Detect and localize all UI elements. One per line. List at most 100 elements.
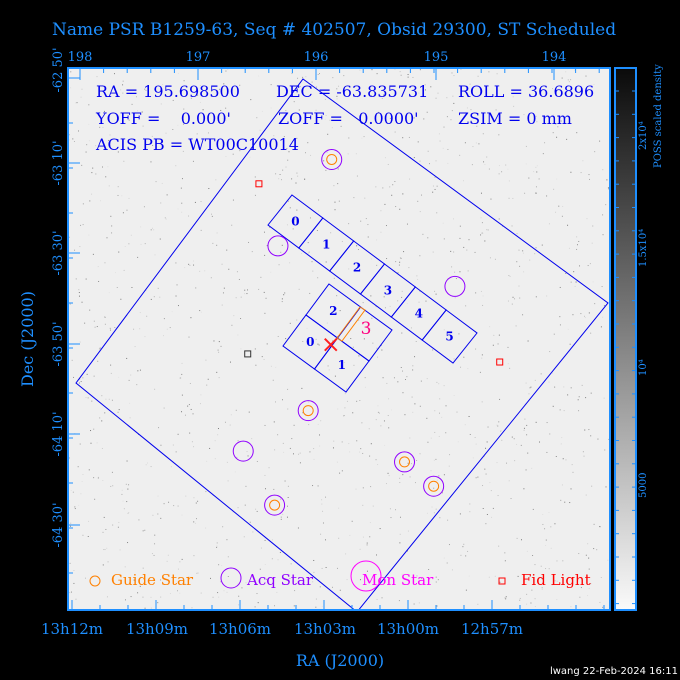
- noise-dot: [353, 197, 355, 199]
- noise-dot: [286, 147, 288, 149]
- noise-dot: [322, 510, 324, 512]
- noise-dot: [75, 278, 77, 280]
- noise-dot: [327, 365, 329, 367]
- noise-dot: [96, 442, 98, 444]
- noise-dot: [427, 237, 429, 239]
- noise-dot: [247, 289, 249, 291]
- noise-dot: [370, 258, 372, 260]
- noise-dot: [430, 86, 432, 88]
- noise-dot: [209, 447, 211, 449]
- noise-dot: [492, 344, 494, 346]
- noise-dot: [582, 160, 584, 162]
- noise-dot: [279, 174, 281, 176]
- noise-dot: [562, 560, 564, 562]
- noise-dot: [527, 340, 529, 342]
- noise-dot: [507, 300, 509, 302]
- noise-dot: [417, 278, 419, 280]
- noise-dot: [263, 291, 265, 293]
- noise-dot: [221, 565, 223, 567]
- noise-dot: [287, 200, 289, 202]
- noise-dot: [535, 421, 537, 423]
- noise-dot: [225, 120, 227, 122]
- noise-dot: [464, 142, 466, 144]
- x-tick-label: 13h06m: [209, 620, 271, 638]
- noise-dot: [308, 251, 310, 253]
- noise-dot: [102, 564, 104, 566]
- noise-dot: [118, 409, 120, 411]
- noise-dot: [315, 109, 317, 111]
- noise-dot: [99, 417, 101, 419]
- noise-dot: [336, 461, 338, 463]
- noise-dot: [500, 430, 502, 432]
- noise-dot: [459, 237, 461, 239]
- legend-guide-label: Guide Star: [111, 571, 194, 589]
- noise-dot: [259, 568, 261, 570]
- noise-dot: [146, 462, 148, 464]
- noise-dot: [150, 229, 152, 231]
- noise-dot: [361, 137, 363, 139]
- noise-dot: [191, 441, 193, 443]
- noise-dot: [299, 452, 301, 454]
- noise-dot: [588, 312, 590, 314]
- noise-dot: [109, 329, 111, 331]
- noise-dot: [438, 133, 440, 135]
- noise-dot: [421, 194, 423, 196]
- noise-dot: [600, 576, 602, 578]
- noise-dot: [181, 178, 183, 180]
- noise-dot: [140, 243, 142, 245]
- noise-dot: [302, 340, 304, 342]
- noise-dot: [607, 559, 609, 561]
- noise-dot: [534, 598, 536, 600]
- noise-dot: [274, 605, 276, 607]
- noise-dot: [541, 244, 543, 246]
- noise-dot: [409, 437, 411, 439]
- noise-dot: [380, 210, 382, 212]
- noise-dot: [216, 232, 218, 234]
- noise-dot: [116, 286, 118, 288]
- colorbar-label: POSS scaled density: [653, 64, 664, 168]
- noise-dot: [441, 416, 443, 418]
- noise-dot: [489, 257, 491, 259]
- noise-dot: [79, 341, 81, 343]
- noise-dot: [590, 583, 592, 585]
- noise-dot: [439, 140, 441, 142]
- noise-dot: [123, 508, 125, 510]
- noise-dot: [97, 477, 99, 479]
- noise-dot: [81, 301, 83, 303]
- noise-dot: [307, 242, 309, 244]
- noise-dot: [353, 364, 355, 366]
- noise-dot: [70, 87, 72, 89]
- noise-dot: [122, 84, 124, 86]
- noise-dot: [272, 379, 274, 381]
- colorbar: [614, 67, 637, 611]
- noise-dot: [531, 467, 533, 469]
- noise-dot: [484, 86, 486, 88]
- noise-dot: [446, 97, 448, 99]
- noise-dot: [108, 292, 110, 294]
- axis-ticks: [68, 68, 605, 610]
- noise-dot: [240, 296, 242, 298]
- noise-dot: [545, 568, 547, 570]
- noise-dot: [583, 455, 585, 457]
- noise-dot: [556, 599, 558, 601]
- noise-dot: [477, 75, 479, 77]
- noise-dot: [597, 438, 599, 440]
- noise-dot: [496, 462, 498, 464]
- noise-dot: [360, 220, 362, 222]
- noise-dot: [146, 315, 148, 317]
- noise-dot: [435, 581, 437, 583]
- noise-dot: [528, 393, 530, 395]
- noise-dot: [484, 164, 486, 166]
- noise-dot: [291, 72, 293, 74]
- noise-dot: [263, 358, 265, 360]
- noise-dot: [172, 128, 174, 130]
- noise-dot: [505, 596, 507, 598]
- noise-dot: [508, 480, 510, 482]
- noise-dot: [402, 474, 404, 476]
- noise-dot: [459, 225, 461, 227]
- noise-dot: [282, 169, 284, 171]
- noise-dot: [430, 437, 432, 439]
- noise-dot: [536, 171, 538, 173]
- noise-dot: [389, 508, 391, 510]
- noise-dot: [380, 425, 382, 427]
